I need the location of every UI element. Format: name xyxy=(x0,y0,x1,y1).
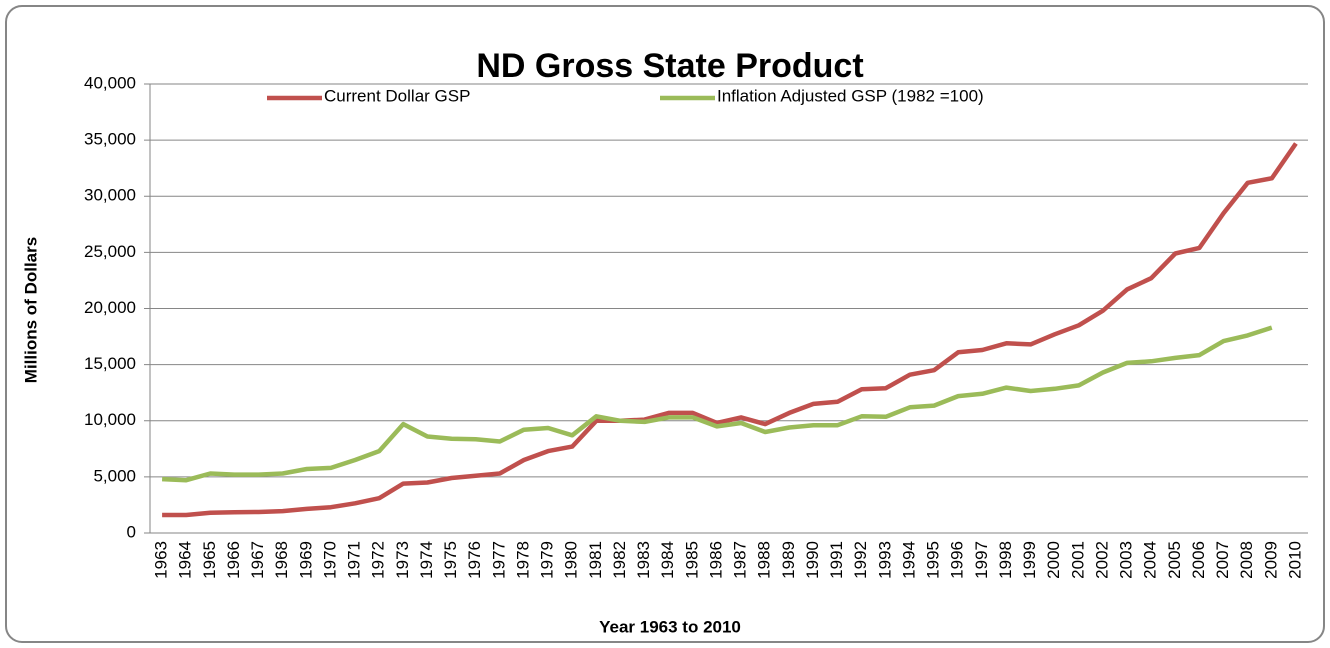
x-tick-label: 1963 xyxy=(152,541,171,579)
x-tick-label: 2004 xyxy=(1141,541,1160,579)
x-tick-label: 1984 xyxy=(658,541,677,579)
x-tick-label: 1987 xyxy=(731,541,750,579)
x-tick-label: 2001 xyxy=(1068,541,1087,579)
x-tick-label: 2008 xyxy=(1237,541,1256,579)
x-tick-label: 1991 xyxy=(827,541,846,579)
x-tick-label: 1989 xyxy=(779,541,798,579)
y-tick-label: 10,000 xyxy=(84,410,136,429)
x-tick-label: 1990 xyxy=(803,541,822,579)
x-tick-label: 1972 xyxy=(369,541,388,579)
x-tick-label: 1965 xyxy=(200,541,219,579)
x-tick-label: 1988 xyxy=(755,541,774,579)
x-tick-label: 1966 xyxy=(224,541,243,579)
x-tick-label: 1992 xyxy=(851,541,870,579)
x-tick-label: 1968 xyxy=(272,541,291,579)
y-tick-label: 30,000 xyxy=(84,186,136,205)
y-tick-label: 20,000 xyxy=(84,298,136,317)
x-tick-label: 1995 xyxy=(924,541,943,579)
x-tick-label: 2007 xyxy=(1213,541,1232,579)
x-tick-label: 1974 xyxy=(417,541,436,579)
x-tick-label: 1998 xyxy=(996,541,1015,579)
x-tick-label: 2005 xyxy=(1165,541,1184,579)
y-tick-label: 25,000 xyxy=(84,242,136,261)
legend-label: Inflation Adjusted GSP (1982 =100) xyxy=(717,86,984,105)
legend-label: Current Dollar GSP xyxy=(324,86,470,105)
x-tick-label: 1997 xyxy=(972,541,991,579)
y-tick-label: 15,000 xyxy=(84,354,136,373)
x-tick-label: 1977 xyxy=(489,541,508,579)
x-tick-label: 1994 xyxy=(899,541,918,579)
x-tick-label: 1967 xyxy=(248,541,267,579)
y-tick-label: 35,000 xyxy=(84,130,136,149)
x-tick-label: 2003 xyxy=(1117,541,1136,579)
x-tick-label: 2009 xyxy=(1261,541,1280,579)
x-tick-label: 1971 xyxy=(345,541,364,579)
x-tick-label: 1982 xyxy=(610,541,629,579)
x-tick-label: 1980 xyxy=(562,541,581,579)
x-tick-label: 1975 xyxy=(441,541,460,579)
y-axis-title: Millions of Dollars xyxy=(21,237,40,383)
y-tick-label: 40,000 xyxy=(84,73,136,92)
series-line xyxy=(161,325,1273,483)
y-tick-label: 5,000 xyxy=(93,466,136,485)
x-tick-label: 1983 xyxy=(634,541,653,579)
x-tick-label: 1964 xyxy=(176,541,195,579)
x-tick-label: 1996 xyxy=(948,541,967,579)
x-tick-label: 1986 xyxy=(706,541,725,579)
x-axis-title: Year 1963 to 2010 xyxy=(599,617,741,636)
x-tick-label: 1976 xyxy=(465,541,484,579)
chart-title: ND Gross State Product xyxy=(476,47,863,85)
x-tick-label: 1999 xyxy=(1020,541,1039,579)
y-tick-label: 0 xyxy=(127,522,136,541)
x-tick-label: 2006 xyxy=(1189,541,1208,579)
x-tick-label: 1981 xyxy=(586,541,605,579)
series-line xyxy=(162,142,1298,518)
x-tick-label: 1970 xyxy=(320,541,339,579)
x-tick-label: 2002 xyxy=(1092,541,1111,579)
x-tick-label: 1993 xyxy=(875,541,894,579)
x-tick-label: 1978 xyxy=(513,541,532,579)
x-tick-label: 1973 xyxy=(393,541,412,579)
x-tick-label: 2010 xyxy=(1285,541,1304,579)
x-tick-label: 1985 xyxy=(682,541,701,579)
x-tick-label: 1979 xyxy=(538,541,557,579)
chart-frame xyxy=(5,5,1325,643)
x-tick-label: 1969 xyxy=(296,541,315,579)
x-tick-label: 2000 xyxy=(1044,541,1063,579)
